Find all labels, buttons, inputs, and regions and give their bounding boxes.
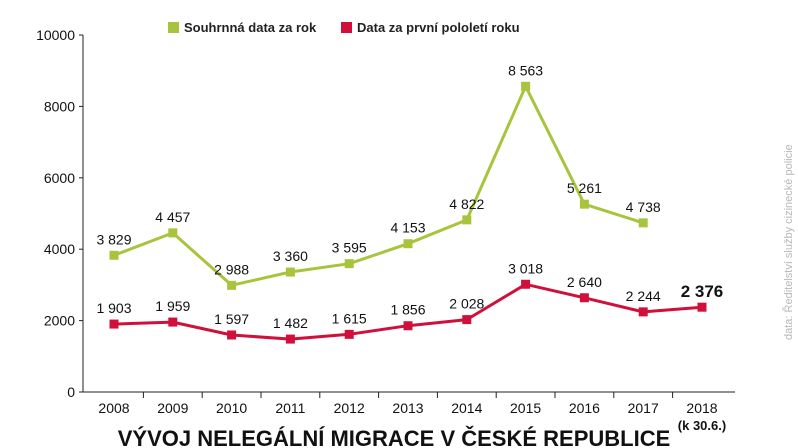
data-point	[579, 199, 589, 209]
data-point	[462, 215, 472, 225]
data-label: 1 615	[332, 310, 367, 326]
data-label: 1 482	[273, 315, 308, 331]
data-point	[521, 279, 531, 289]
data-point	[285, 334, 295, 344]
legend-swatch	[341, 22, 352, 33]
data-point	[109, 319, 119, 329]
data-label: 1 856	[390, 302, 425, 318]
data-label: 1 959	[155, 298, 190, 314]
data-point	[109, 250, 119, 260]
x-tick-label: 2014	[451, 400, 482, 416]
x-tick-label: 2018	[686, 400, 717, 416]
legend: Souhrnná data za rok Data za první polole…	[168, 20, 520, 35]
data-label: 2 244	[626, 288, 661, 304]
data-label: 8 563	[508, 62, 543, 78]
data-label: 2 640	[567, 274, 602, 290]
legend-label: Data za první pololetí roku	[357, 20, 520, 35]
data-label: 1 597	[214, 311, 249, 327]
series-line	[113, 84, 644, 287]
x-tick-label: 2009	[157, 400, 188, 416]
y-tick-label: 8000	[44, 98, 75, 114]
x-tick-label: 2011	[275, 400, 305, 416]
data-point	[344, 329, 354, 339]
data-label: 4 738	[626, 199, 661, 215]
data-label: 4 153	[390, 220, 425, 236]
data-point	[638, 307, 648, 317]
x-tick-label: 2016	[569, 400, 600, 416]
x-tick-label: 2015	[510, 400, 541, 416]
legend-label: Souhrnná data za rok	[184, 20, 317, 35]
data-label: 2 376	[681, 282, 724, 301]
data-point	[168, 228, 178, 238]
x-tick-label: 2017	[628, 400, 659, 416]
data-point	[697, 302, 707, 312]
legend-swatch	[168, 22, 179, 33]
y-tick-label: 6000	[44, 170, 75, 186]
data-label: 1 903	[96, 300, 131, 316]
x-category-note: (k 30.6.)	[678, 418, 726, 433]
data-point	[638, 218, 648, 228]
x-tick-label: 2012	[334, 400, 365, 416]
data-point	[462, 315, 472, 325]
x-tick-label: 2013	[392, 400, 423, 416]
data-point	[521, 81, 531, 91]
data-label: 2 028	[449, 296, 484, 312]
data-label: 4 822	[449, 196, 484, 212]
data-label: 4 457	[155, 209, 190, 225]
data-point	[227, 330, 237, 340]
y-tick-label: 10000	[36, 27, 75, 43]
data-point	[579, 293, 589, 303]
x-tick-label: 2008	[98, 400, 129, 416]
x-tick-label: 2010	[216, 400, 247, 416]
data-labels: 3 829 4 457 2 988 3 360 3 595 4 153 4 822 8 563…	[96, 62, 723, 331]
data-label: 3 360	[273, 248, 308, 264]
data-label: 2 988	[214, 261, 249, 277]
data-point	[344, 259, 354, 269]
y-tick-label: 0	[67, 384, 75, 400]
data-point	[285, 267, 295, 277]
data-label: 3 595	[332, 240, 367, 256]
y-tick-label: 4000	[44, 241, 75, 257]
data-label: 3 829	[96, 231, 131, 247]
data-point	[403, 239, 413, 249]
data-point	[403, 321, 413, 331]
axes: 0 2000 4000 6000 8000 10000 2008 2009 2010 2011 20…	[36, 27, 735, 433]
data-label: 5 261	[567, 180, 602, 196]
data-label: 3 018	[508, 260, 543, 276]
data-point	[227, 280, 237, 290]
y-tick-label: 2000	[44, 313, 75, 329]
data-point	[168, 317, 178, 327]
chart-title: VÝVOJ NELEGÁLNÍ MIGRACE V ČESKÉ REPUBLIC…	[118, 426, 671, 448]
series-layer	[109, 81, 707, 344]
source-note: data: Ředitelství služby cizinecké polic…	[782, 144, 795, 340]
